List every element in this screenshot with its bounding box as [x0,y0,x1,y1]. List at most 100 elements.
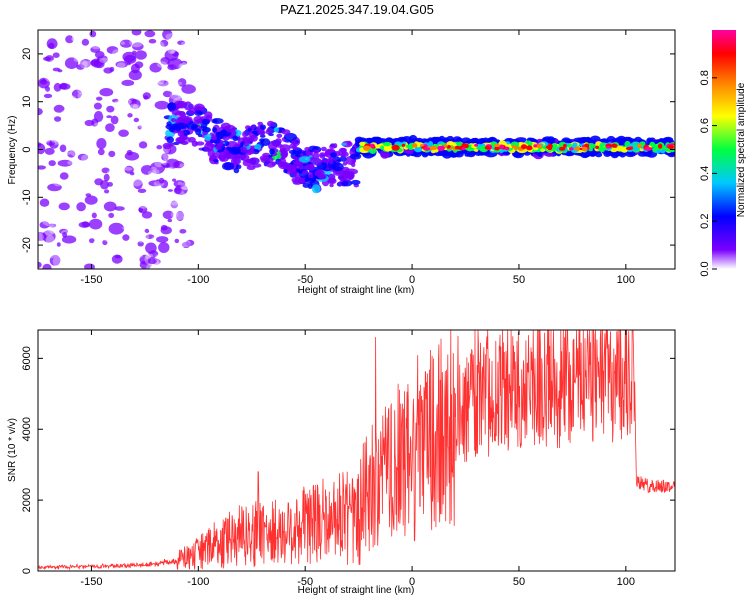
spectrogram-cell [197,162,209,169]
colorbar-label: Normalized spectral amplitude [736,82,747,217]
spectrogram-cell [256,178,260,184]
snr-xtick-label: -150 [80,576,102,588]
spectrogram-cell [144,30,156,38]
spectrogram-cell [223,199,234,209]
spectrogram-cell [114,206,125,211]
spectrogram-cell [314,106,323,115]
spectrogram-cell [114,255,121,259]
spectrogram-cell [213,194,221,202]
spectrogram-cell [108,150,116,158]
spectrogram-cell [221,200,231,212]
spectrogram-cell [121,79,135,86]
spectrogram-cell [330,135,337,141]
spectrogram-cell [89,165,97,170]
spectrogram-cell [317,207,324,214]
spectrogram-cell [124,54,137,64]
spectrogram-cell [132,127,137,133]
spectrogram-cell [103,173,110,182]
spectrogram-cell [254,144,262,150]
spectrogram-cell [81,38,90,46]
spectrogram-cell [159,191,164,195]
spectrogram-cell [188,162,204,172]
spectrogram-cell [112,98,119,103]
spectrogram-cell [142,92,151,100]
spectrogram-cell [204,142,214,152]
spectrogram-cell [193,80,201,87]
spectrogram-cell [185,225,193,231]
spectrogram-cell [271,105,279,111]
spectrogram-cell [239,207,245,212]
spectrogram-cell [48,225,60,234]
spectrogram-cell [328,86,344,94]
spectrogram-cell [334,208,341,215]
spectrogram-cell [170,50,175,54]
spectrogram-cell [48,223,57,228]
spectrogram-cell [185,239,195,246]
spectrogram-cell [215,131,224,140]
spectrogram-cell [197,159,203,165]
spectrogram-cell [148,137,160,144]
spectrogram-cell [38,261,42,268]
spectrogram-cell [162,90,173,98]
spectrogram-cell [198,78,209,86]
spectrogram-cell [145,254,151,260]
spectrogram-cell [446,150,453,157]
spectrogram-cell [212,95,225,102]
spectrogram-cell [244,191,257,200]
spectrogram-cell [283,132,297,142]
spectrogram-cell [38,165,46,170]
spectrogram-cell [165,33,178,40]
spectrogram-cell [167,58,183,70]
spectrogram-cell [222,180,235,192]
spectrogram-cell [232,135,238,142]
spectrogram-cell [213,190,220,196]
spectrogram-cell [595,145,599,149]
spectrogram-cell [144,59,152,66]
spectrogram-cell [129,99,141,110]
spectrogram-cell [175,127,181,132]
spectrogram-cell [172,51,179,57]
spectrogram-cell [93,240,100,247]
spectrogram-cell [177,40,186,46]
spectrogram-cell [127,254,137,262]
spectrogram-cell [420,144,424,147]
spectrogram-cell [179,163,185,169]
spectrogram-cell [147,124,155,130]
spectrogram-cell [46,127,60,137]
spectrogram-cell [187,136,196,143]
spectrogram-cell [156,145,163,150]
spectrogram-cell [72,32,83,44]
spectrogram-cell [286,93,301,101]
spectrogram-cell [239,146,248,153]
spectrogram-cell [216,190,226,199]
spectrogram-cell [178,62,192,71]
spectrogram-cell [214,211,227,222]
spectrogram-cell [157,191,171,199]
spectrogram-cell [173,244,185,251]
spectrogram-cell [140,102,148,108]
spectrogram-cell [38,186,47,198]
spectrogram-cell [44,225,55,236]
spectrogram-cell [235,214,249,223]
spectrogram-cell [77,87,89,95]
spectrogram-cell [111,136,121,146]
spectrogram-cell [83,143,96,154]
spectrogram-cell [349,99,364,107]
spectrogram-cell [124,165,134,174]
spectrogram-cell [147,170,157,176]
spectrogram-cell [261,182,272,188]
spectrogram-cell [128,266,135,269]
spectrogram-cell [177,263,184,269]
spectrogram-cell [270,209,284,216]
colorbar-tick-label: 0.6 [699,118,711,133]
spectrogram-cell [128,69,142,81]
spectrogram-cell [117,262,126,268]
spectrogram-cell [114,91,119,96]
spectrogram-cell [84,263,95,269]
spectrogram-cell [199,197,206,203]
spectrogram-cell [138,141,148,149]
spectrogram-cell [111,49,122,61]
spectrogram-cell [309,163,315,168]
spectrogram-cell [71,102,84,112]
figure-title: PAZ1.2025.347.19.04.G05 [280,2,434,17]
